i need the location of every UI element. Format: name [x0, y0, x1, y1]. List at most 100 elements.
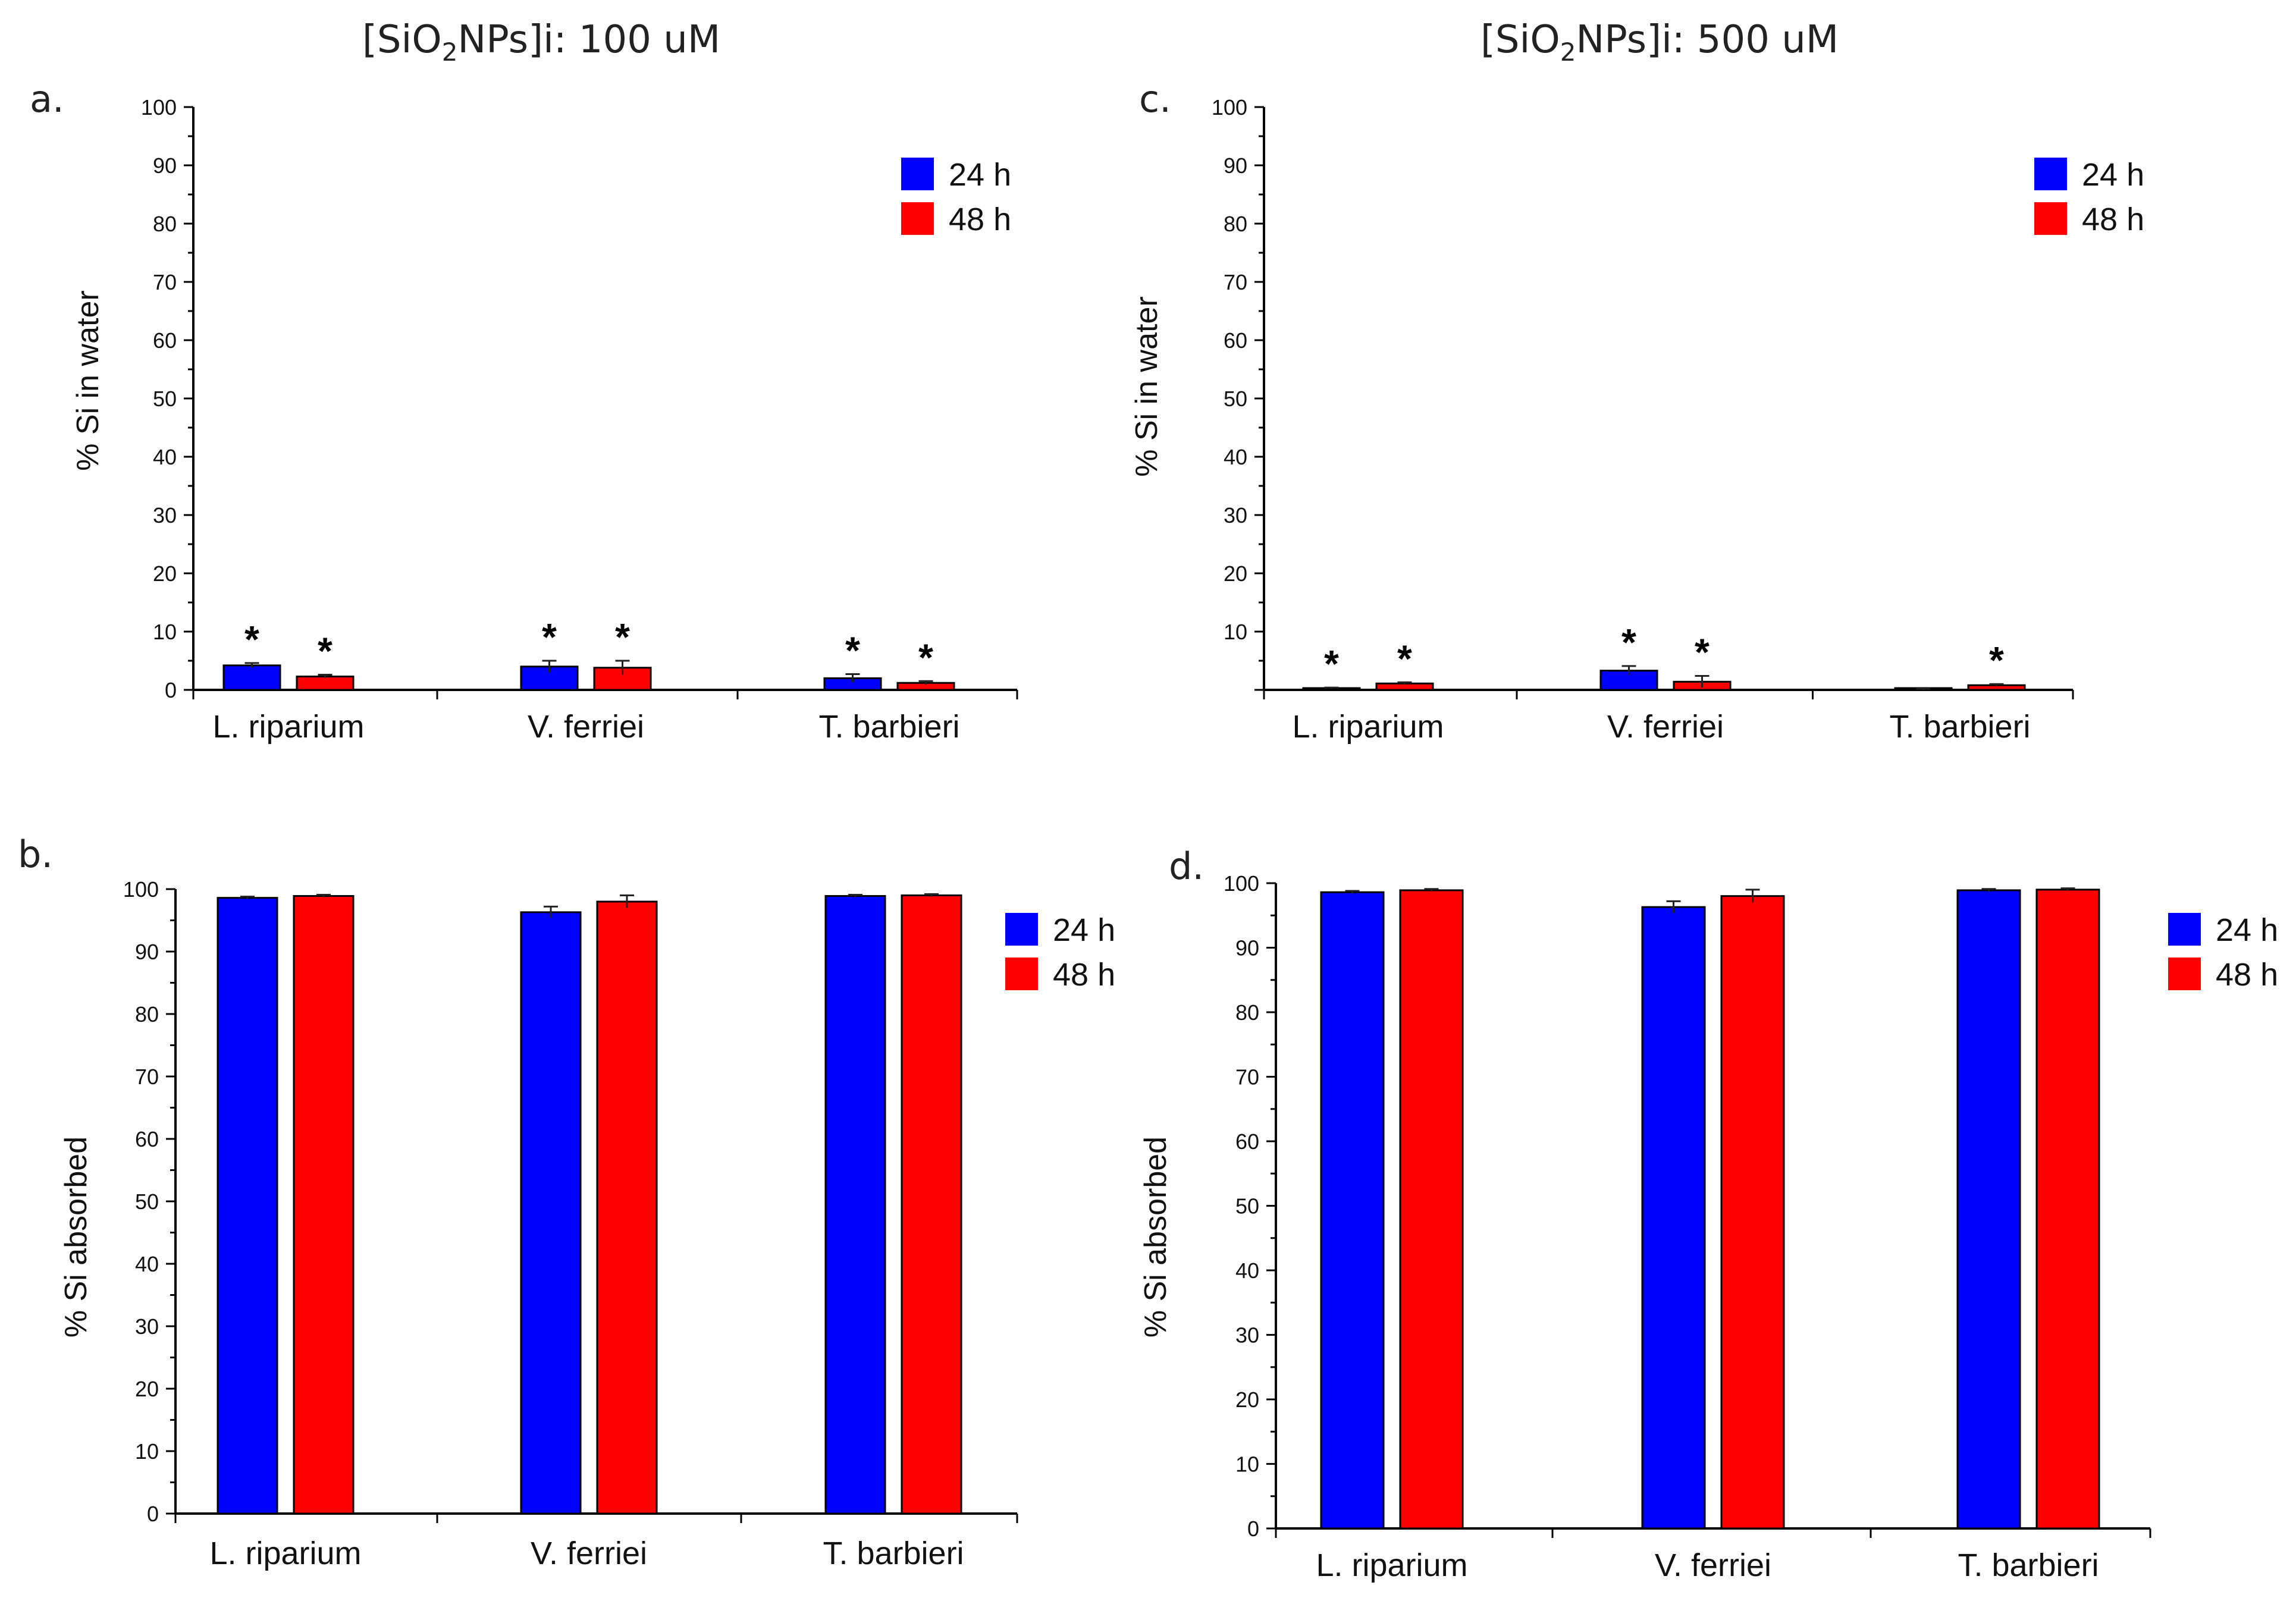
- legend: 24 h 48 h: [2034, 157, 2144, 237]
- chart-panel-b: 0 10 20 30 40 50 60 70 80 90 100 % Si absorbed L. ri…: [59, 877, 1115, 1571]
- y-tick-label: 50: [135, 1189, 159, 1214]
- y-tick-label: 20: [153, 561, 177, 586]
- legend: 24 h 48 h: [1005, 912, 1115, 993]
- title-prefix: [SiO: [362, 18, 442, 62]
- y-tick-label: 40: [153, 445, 177, 469]
- chart-panel-c: 10 20 30 40 50 60 70 80 90 100 % Si in water L. rip…: [1130, 95, 2144, 745]
- y-tick-label: 100: [141, 95, 177, 120]
- bar-24h-1: [1641, 906, 1706, 1530]
- bar-24h-0: [217, 897, 278, 1515]
- bar-24h-2: [824, 895, 886, 1515]
- panel-letter-a: a.: [30, 77, 64, 121]
- y-tick-label: 80: [135, 1002, 159, 1026]
- x-category-label: V. ferriei: [528, 709, 644, 745]
- x-category-label: V. ferriei: [1655, 1547, 1771, 1583]
- significance-marker: *: [615, 616, 630, 658]
- bar-48h-2: [901, 894, 962, 1515]
- x-category-label: L. riparium: [1292, 709, 1444, 745]
- legend-swatch-48h: [1005, 958, 1038, 990]
- significance-marker: *: [1324, 642, 1339, 685]
- panel-letter-b: b.: [18, 833, 54, 876]
- x-category-label: L. riparium: [1316, 1547, 1467, 1583]
- legend-label: 24 h: [2082, 157, 2144, 193]
- bar-48h-0: [296, 675, 355, 691]
- title-subscript: 2: [1560, 37, 1576, 67]
- significance-marker: *: [244, 618, 259, 661]
- y-tick-label: 70: [153, 270, 177, 294]
- y-tick-label: 0: [165, 678, 177, 702]
- title-suffix: NPs]i: 100 uM: [457, 18, 721, 62]
- title-subscript: 2: [441, 37, 458, 67]
- legend-swatch-48h: [2034, 202, 2067, 235]
- y-tick-label: 70: [1235, 1065, 1259, 1090]
- y-tick-label: 30: [1235, 1323, 1259, 1348]
- significance-marker: *: [1397, 637, 1412, 680]
- x-category-label: L. riparium: [212, 709, 364, 745]
- column-title-100uM: [SiO2NPs]i: 100 uM: [333, 18, 749, 67]
- legend-label: 48 h: [949, 202, 1011, 237]
- x-category-label: T. barbieri: [818, 709, 959, 745]
- significance-marker: *: [542, 616, 557, 658]
- chart-panel-a: 0 10 20 30 40 50 60 70 80 90 100 % Si in water L. ri…: [71, 95, 1018, 745]
- y-tick-label: 80: [1235, 1000, 1259, 1025]
- x-category-label: V. ferriei: [1607, 709, 1724, 745]
- y-axis-label: % Si in water: [71, 290, 105, 470]
- y-tick-label: 90: [135, 940, 159, 964]
- legend-label: 24 h: [1053, 912, 1115, 948]
- y-tick-label: 60: [1235, 1129, 1259, 1154]
- bar-48h-0: [1399, 889, 1464, 1530]
- panel-letter-c: c.: [1139, 77, 1171, 121]
- bar-24h-1: [520, 911, 582, 1515]
- y-tick-label: 60: [1224, 328, 1247, 353]
- bar-48h-2: [2035, 889, 2100, 1530]
- title-suffix: NPs]i: 500 uM: [1576, 18, 1839, 62]
- bar-24h-2: [1956, 889, 2021, 1530]
- bar-48h-1: [596, 900, 658, 1515]
- legend-swatch-24h: [1005, 913, 1038, 946]
- x-category-label: T. barbieri: [1958, 1547, 2099, 1583]
- y-axis-label: % Si in water: [1130, 296, 1164, 476]
- legend-swatch-48h: [2168, 958, 2201, 990]
- bar-48h-0: [293, 895, 355, 1515]
- y-tick-label: 60: [153, 328, 177, 353]
- legend: 24 h 48 h: [2168, 912, 2278, 993]
- significance-marker: *: [1989, 639, 2004, 682]
- x-category-label: L. riparium: [209, 1536, 361, 1571]
- y-tick-label: 10: [1235, 1452, 1259, 1477]
- legend-label: 48 h: [2216, 957, 2278, 993]
- legend-label: 24 h: [949, 157, 1011, 193]
- y-tick-label: 50: [153, 387, 177, 411]
- y-tick-label: 90: [153, 153, 177, 178]
- legend-swatch-48h: [901, 202, 934, 235]
- y-tick-label: 40: [1224, 445, 1247, 469]
- y-tick-label: 20: [1224, 561, 1247, 586]
- legend-swatch-24h: [901, 158, 934, 190]
- y-tick-label: 10: [135, 1439, 159, 1464]
- legend-swatch-24h: [2168, 913, 2201, 946]
- y-tick-label: 20: [1235, 1387, 1259, 1412]
- significance-marker: *: [918, 636, 933, 679]
- significance-marker: *: [1695, 630, 1710, 673]
- y-tick-label: 90: [1235, 936, 1259, 960]
- bar-24h-0: [222, 664, 281, 691]
- y-tick-label: 100: [1224, 871, 1259, 896]
- legend: 24 h 48 h: [901, 157, 1011, 237]
- y-tick-label: 30: [135, 1314, 159, 1339]
- y-tick-label: 50: [1235, 1194, 1259, 1219]
- x-category-label: T. barbieri: [823, 1536, 964, 1571]
- y-tick-label: 40: [1235, 1258, 1259, 1283]
- y-tick-label: 20: [135, 1377, 159, 1401]
- legend-label: 48 h: [2082, 202, 2144, 237]
- y-tick-label: 0: [147, 1502, 159, 1526]
- x-category-label: V. ferriei: [531, 1536, 647, 1571]
- significance-marker: *: [318, 630, 333, 673]
- legend-swatch-24h: [2034, 158, 2067, 190]
- title-prefix: [SiO: [1480, 18, 1560, 62]
- y-tick-label: 0: [1247, 1517, 1259, 1541]
- panel-letter-d: d.: [1169, 845, 1205, 888]
- y-axis-label: % Si absorbed: [59, 1137, 93, 1338]
- y-tick-label: 40: [135, 1252, 159, 1276]
- x-category-label: T. barbieri: [1889, 709, 2030, 745]
- legend-label: 24 h: [2216, 912, 2278, 948]
